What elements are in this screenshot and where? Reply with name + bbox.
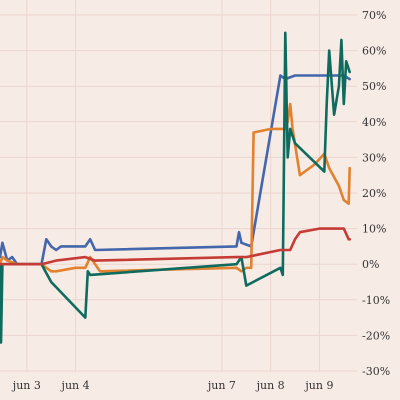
x-tick-label: jun 9: [303, 379, 333, 392]
x-axis-tick-labels: jun 3 jun 4 jun 7 jun 8 jun 9: [11, 379, 334, 392]
y-tick-label: 20%: [362, 187, 386, 200]
vertical-gridlines: [26, 0, 320, 372]
series-line-teal: [0, 31, 351, 344]
x-tick-label: jun 3: [11, 379, 41, 392]
y-tick-label: 50%: [362, 80, 386, 93]
y-tick-label: -10%: [362, 294, 390, 307]
series-line-red: [0, 227, 351, 266]
y-tick-label: 70%: [362, 9, 386, 22]
y-tick-label: -30%: [362, 365, 390, 378]
x-tick-label: jun 4: [60, 379, 90, 392]
y-tick-label: 0%: [362, 258, 379, 271]
x-tick-label: jun 8: [255, 379, 285, 392]
horizontal-gridlines: [0, 14, 357, 372]
y-tick-label: 30%: [362, 151, 386, 164]
y-tick-label: 60%: [362, 45, 386, 58]
y-tick-label: -20%: [362, 329, 390, 342]
y-tick-label: 10%: [362, 223, 386, 236]
y-axis-tick-labels: 70% 60% 50% 40% 30% 20% 10% 0% -10% -20% -30%: [362, 9, 390, 378]
x-tick-label: jun 7: [206, 379, 236, 392]
series-lines: [0, 31, 351, 344]
y-tick-label: 40%: [362, 116, 386, 129]
